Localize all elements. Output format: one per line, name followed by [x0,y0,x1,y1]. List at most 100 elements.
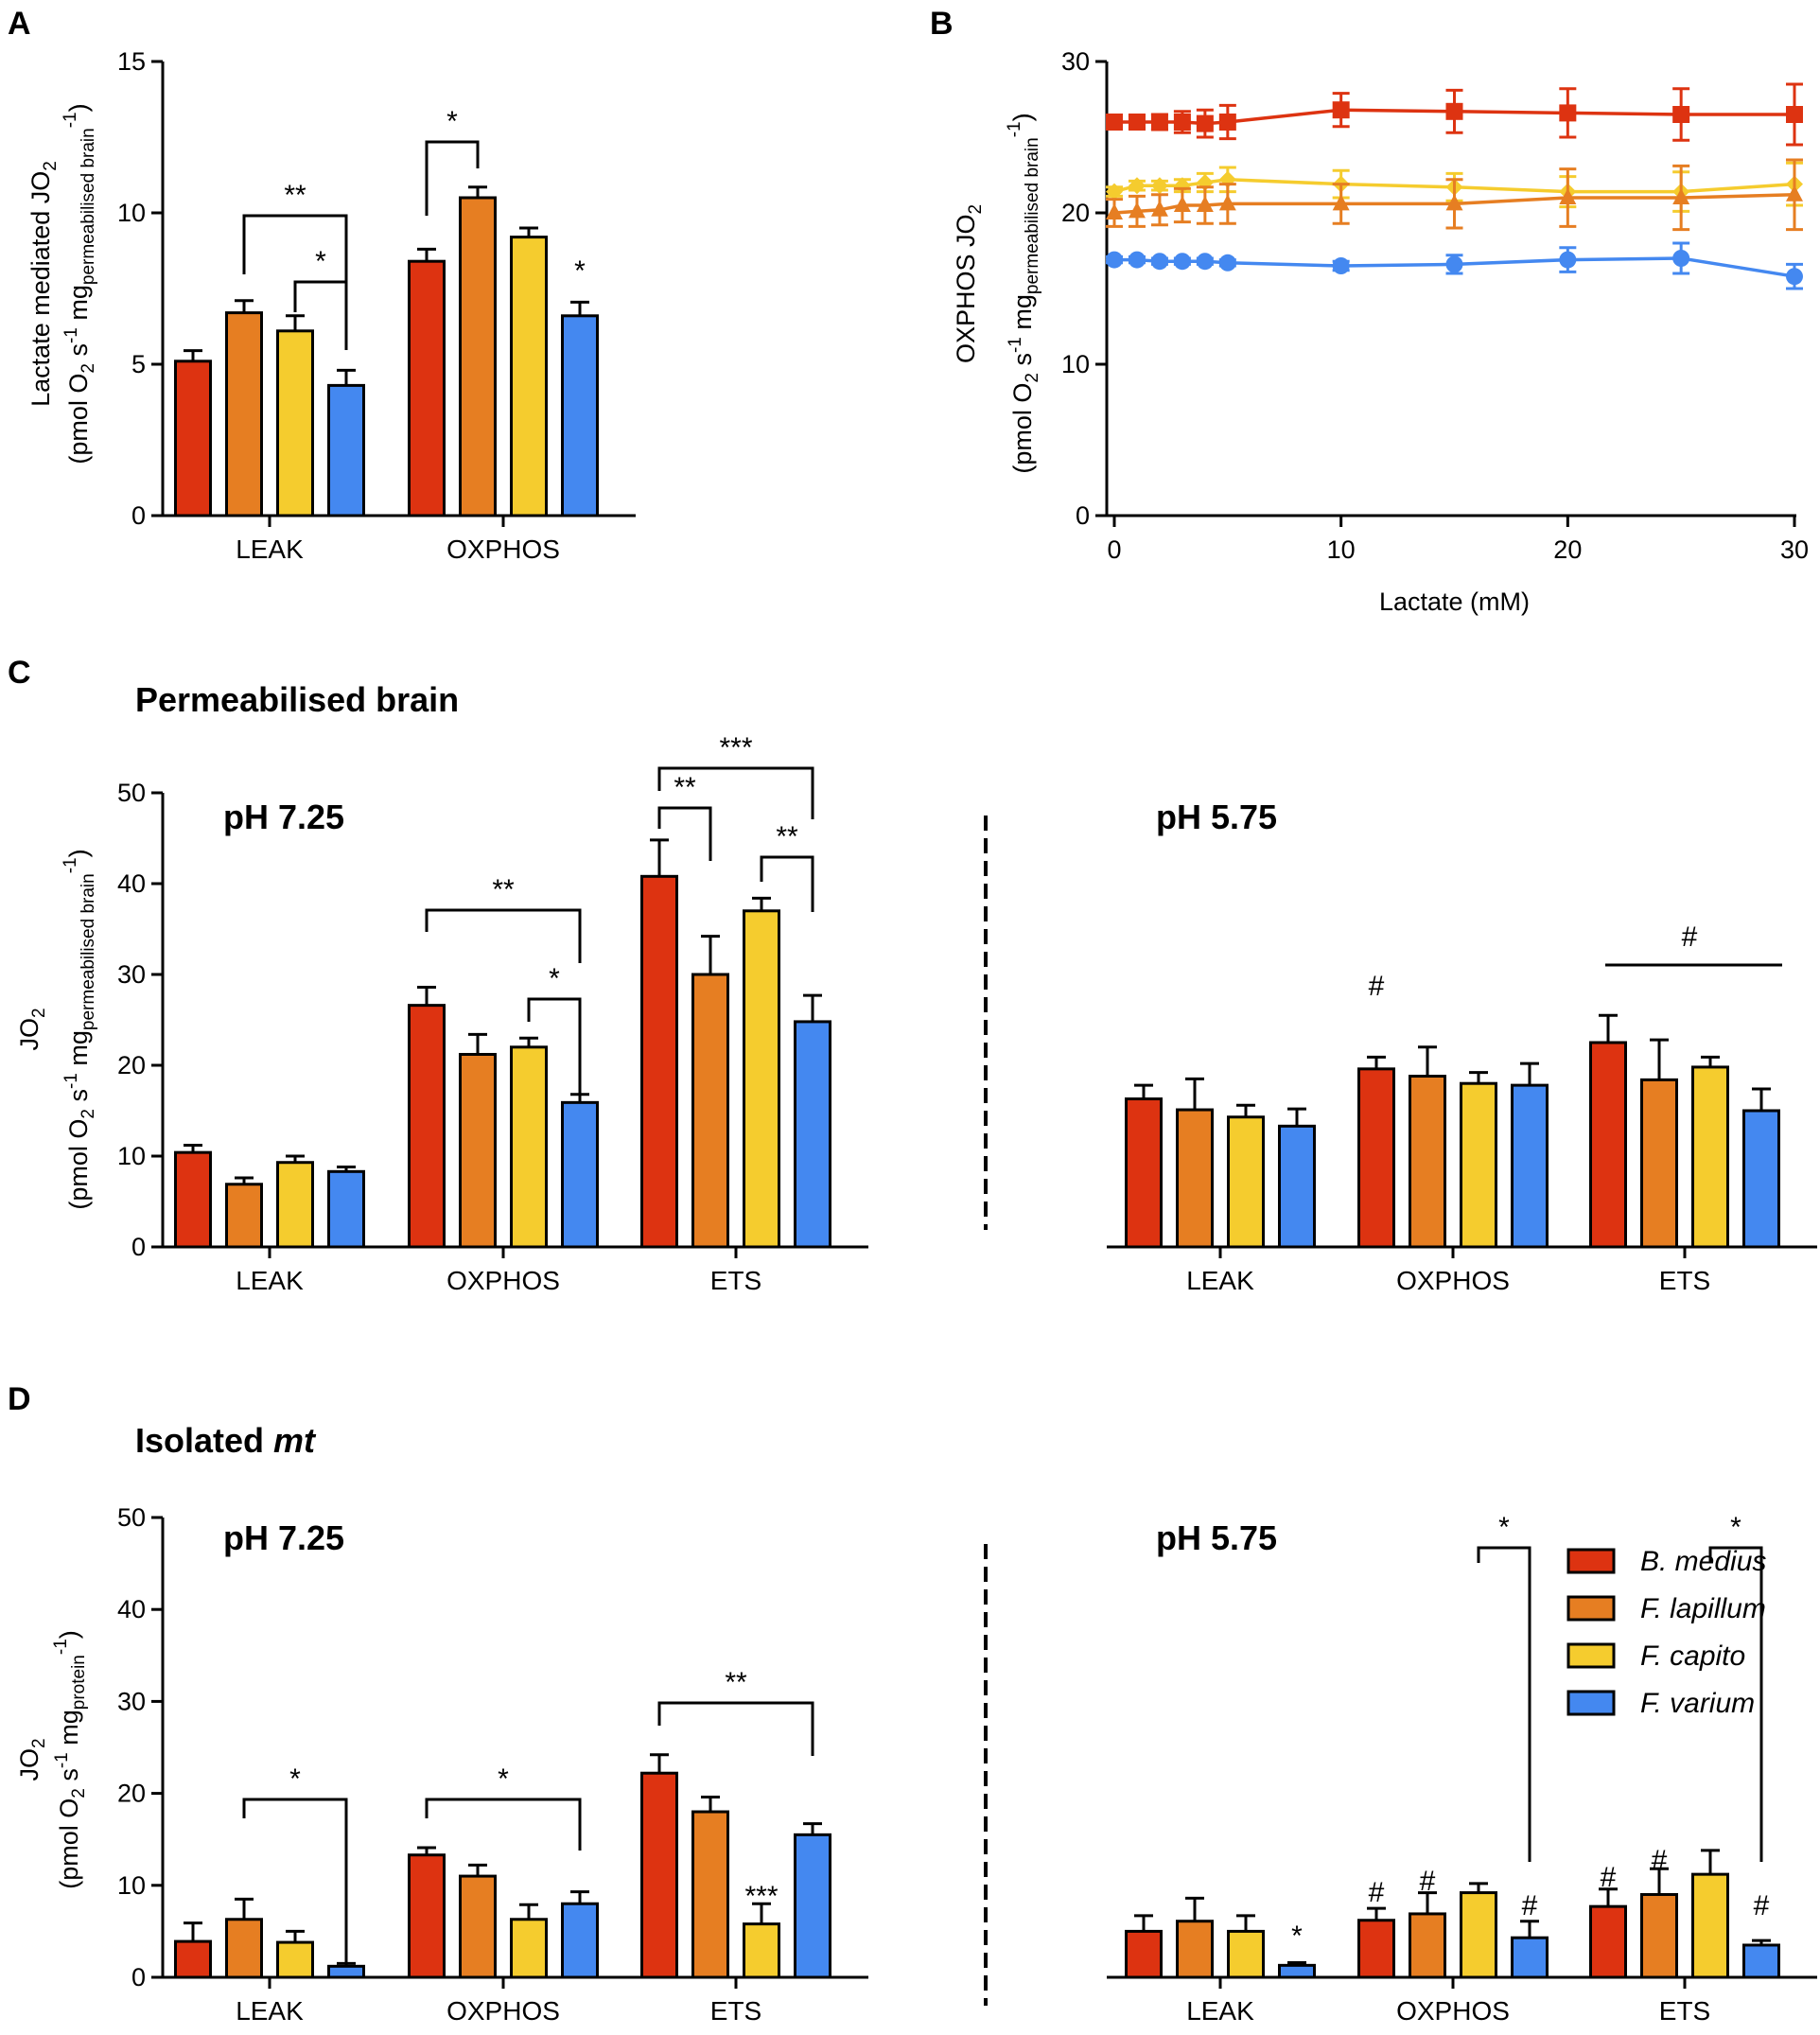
x-tick-label: 20 [1553,535,1582,564]
bar [1640,1893,1678,1979]
bar [691,1810,729,1979]
bar [408,1853,446,1979]
bar [1742,1943,1780,1979]
significance-bracket [657,766,814,819]
data-point [1786,106,1803,123]
significance-label: # [1420,1866,1436,1897]
ylabel-d-line2: (pmol O2 s-1 mgprotein-1) [51,1630,89,1889]
data-point [1150,177,1168,195]
data-point [1332,194,1350,211]
ylabel-d: JO2 (pmol O2 s-1 mgprotein-1) [15,1630,89,1889]
data-point [1445,194,1463,211]
significance-bracket [760,855,814,912]
bar [1409,1912,1446,1979]
bar [276,329,314,518]
significance-label: * [315,246,326,277]
significance-label: ** [674,772,696,803]
y-tick-label: 0 [131,1963,146,1991]
ylabel-d-unit-4: -1 [52,1752,72,1768]
significance-bracket [425,140,480,216]
x-category-label: ETS [710,1996,761,2026]
significance-label: *** [719,732,752,763]
ylabel-b-unit-7: -1 [1005,121,1024,137]
bar [1691,1872,1729,1979]
ylabel-a-unit-6: permeabilised brain [79,128,98,285]
data-point [1128,177,1146,195]
y-tick-label: 5 [131,350,146,378]
bar [691,973,729,1249]
significance-bracket [657,806,712,861]
ph-label-d-right: pH 5.75 [1156,1518,1277,1557]
ylabel-b-text: OXPHOS JO [952,215,980,364]
bar [794,1833,831,1979]
ylabel-d-unit-7: -1 [51,1639,71,1655]
significance-label: ** [284,180,306,211]
significance-label: * [1730,1512,1741,1543]
y-tick-label: 30 [117,1687,146,1715]
x-category-label: LEAK [236,1266,304,1295]
data-point [1196,114,1214,132]
significance-label: * [446,106,458,137]
ylabel-a-line2: (pmol O2 s-1 mgpermeabilised brain-1) [61,103,98,464]
y-tick-label: 50 [117,779,146,807]
bar [1589,1904,1627,1979]
legend-swatch [1566,1642,1616,1669]
ylabel-a-line1: Lactate mediated JO2 [26,161,61,407]
y-tick-label: 0 [131,1233,146,1261]
legend-swatch [1566,1690,1616,1716]
ylabel-c-unit-5: mg [64,1030,93,1073]
y-tick-label: 10 [117,1142,146,1170]
ylabel-c-text: JO [15,1018,44,1051]
y-tick-label: 20 [117,1051,146,1079]
bar [1176,1920,1214,1979]
data-point [1559,104,1577,122]
bar [1511,1936,1549,1979]
ylabel-b-unit-5: mg [1008,294,1037,337]
ylabel-a-unit-3: s [64,343,93,363]
ylabel-a-unit-8: ) [64,103,93,112]
significance-label: * [574,255,586,287]
significance-label: # [1601,1862,1617,1893]
y-tick-label: 30 [117,960,146,989]
x-category-label: OXPHOS [1396,1266,1510,1295]
data-point [1559,251,1577,269]
y-tick-label: 0 [1076,501,1090,530]
ylabel-a-text: Lactate mediated JO [26,171,55,407]
ylabel-b-unit-8: ) [1008,113,1037,121]
data-point [1173,196,1191,212]
significance-bracket [657,1701,814,1756]
panel-label-a: A [8,6,31,42]
data-point [1173,114,1191,131]
significance-label: # [1682,921,1698,953]
legend-label: F. lapillum [1640,1593,1766,1624]
bar [743,1922,780,1979]
x-tick-label: 30 [1780,535,1809,564]
x-tick-label: 0 [1107,535,1121,564]
significance-label: * [549,963,560,994]
ylabel-b: OXPHOS JO2 (pmol O2 s-1 mgpermeabilised … [952,113,1042,473]
bar [1742,1109,1780,1249]
bar [640,874,678,1249]
ylabel-c-unit-8: ) [64,849,93,857]
bar [174,1939,212,1979]
x-category-label: LEAK [236,535,304,564]
ylabel-a: Lactate mediated JO2 (pmol O2 s-1 mgperm… [26,103,98,464]
data-point [1150,253,1168,271]
ylabel-c-unit-7: -1 [61,857,80,873]
ylabel-d-unit-2: 2 [69,1788,89,1798]
bar [225,311,263,518]
legend-swatch [1566,1548,1616,1574]
data-point [1559,188,1577,204]
legend-label: F. capito [1640,1640,1745,1672]
bar [1176,1108,1214,1249]
data-point [1196,196,1214,212]
y-tick-label: 50 [117,1503,146,1532]
ylabel-d-line1: JO2 [15,1738,49,1781]
bar [327,1964,365,1979]
series-b-medius [1106,82,1803,147]
data-point [1445,102,1463,120]
